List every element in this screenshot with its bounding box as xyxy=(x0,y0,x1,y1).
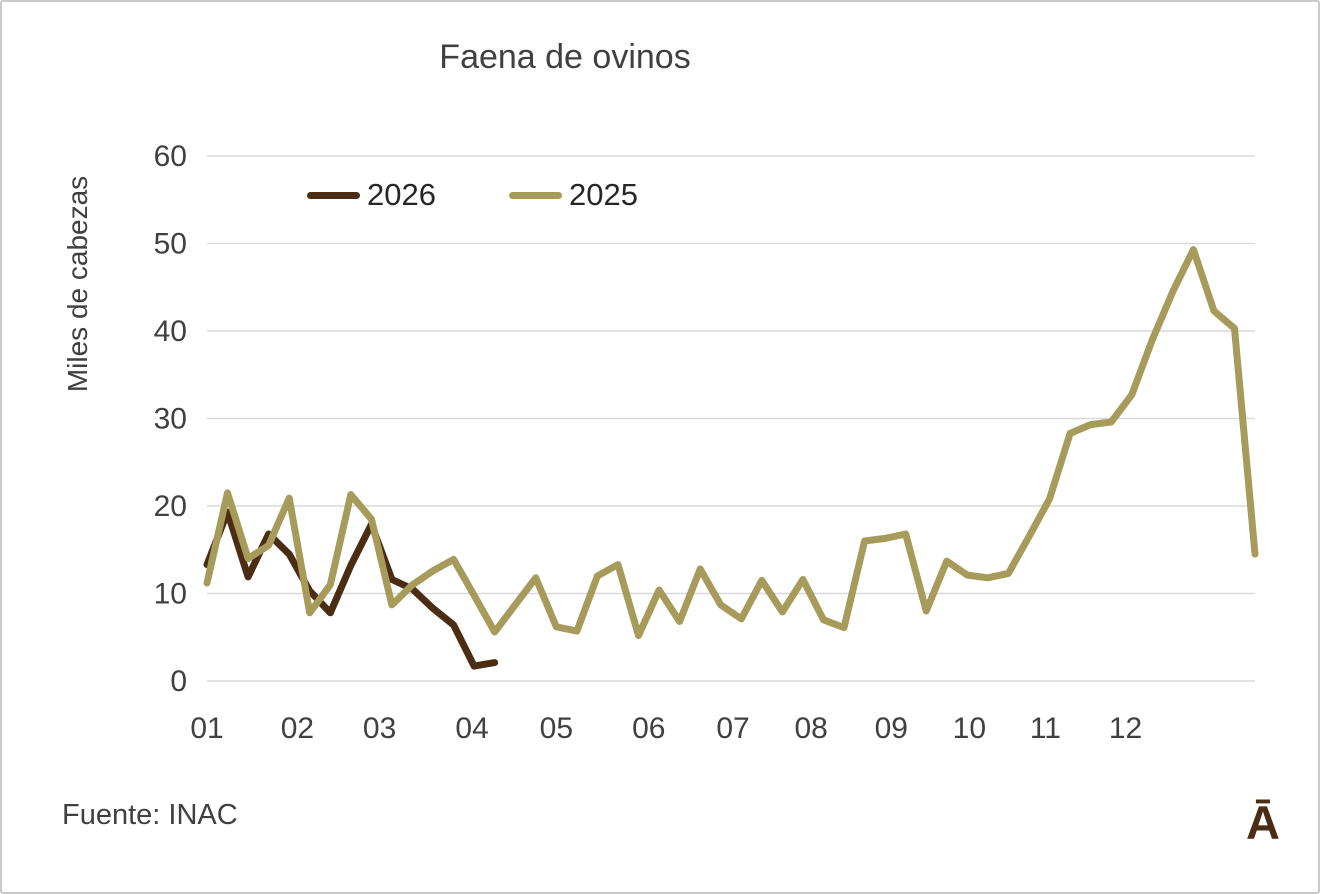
x-tick-label: 02 xyxy=(281,712,314,745)
x-tick-label: 04 xyxy=(455,712,488,745)
x-tick-label: 10 xyxy=(953,712,986,745)
legend-item-2026: 2026 xyxy=(307,176,436,214)
x-tick-label: 03 xyxy=(363,712,396,745)
x-tick-label: 11 xyxy=(1030,712,1061,745)
legend-swatch-2025 xyxy=(509,191,562,199)
x-tick-label: 09 xyxy=(875,712,908,745)
series-line-2025 xyxy=(203,246,1259,639)
y-tick-label: 50 xyxy=(154,228,187,261)
legend-swatch-2026 xyxy=(307,191,360,199)
legend-label-2025: 2025 xyxy=(569,177,638,212)
x-tick-label: 07 xyxy=(716,712,749,745)
x-tick-label: 06 xyxy=(632,712,665,745)
x-tick-label: 08 xyxy=(794,712,827,745)
legend-item-2025: 2025 xyxy=(509,176,638,214)
source-note: Fuente: INAC xyxy=(62,799,238,831)
y-tick-label: 60 xyxy=(154,140,187,173)
y-tick-label: 40 xyxy=(154,315,187,348)
y-tick-label: 10 xyxy=(154,578,187,611)
brand-logo: Ā xyxy=(1246,796,1280,849)
legend-label-2026: 2026 xyxy=(367,177,436,212)
x-tick-label: 05 xyxy=(540,712,573,745)
x-tick-label: 01 xyxy=(190,712,223,745)
chart-title: Faena de ovinos xyxy=(439,38,691,76)
y-tick-label: 0 xyxy=(170,665,187,698)
y-tick-label: 30 xyxy=(154,403,187,436)
series-line-2026 xyxy=(203,508,499,670)
x-tick-label: 12 xyxy=(1109,712,1142,745)
y-tick-label: 20 xyxy=(154,490,187,523)
